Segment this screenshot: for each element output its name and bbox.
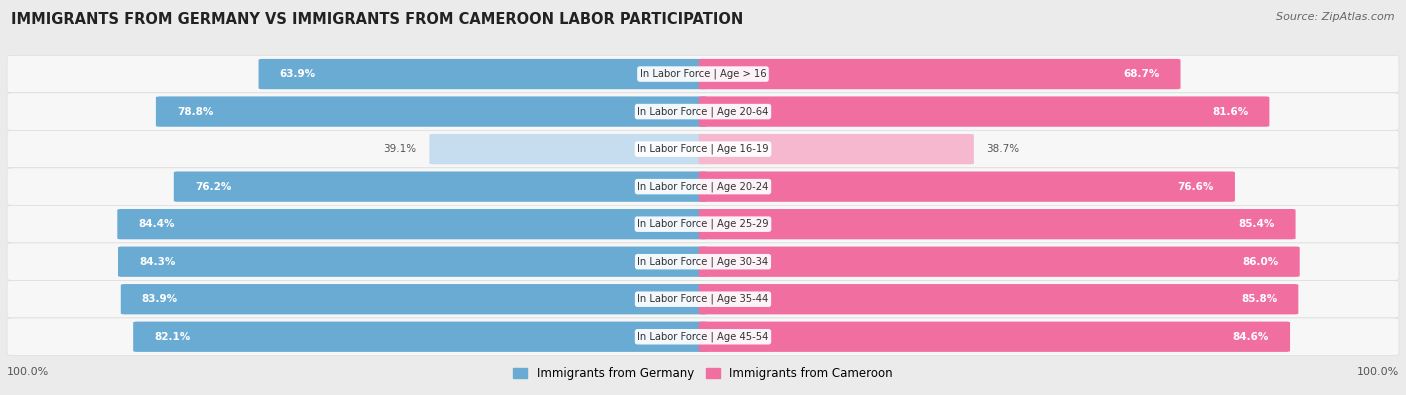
FancyBboxPatch shape — [699, 322, 1291, 352]
FancyBboxPatch shape — [699, 284, 1298, 314]
FancyBboxPatch shape — [699, 209, 1295, 239]
Text: 85.4%: 85.4% — [1239, 219, 1274, 229]
Text: 84.6%: 84.6% — [1233, 332, 1270, 342]
FancyBboxPatch shape — [7, 168, 1399, 205]
FancyBboxPatch shape — [259, 59, 707, 89]
Text: 63.9%: 63.9% — [280, 69, 316, 79]
Text: In Labor Force | Age 16-19: In Labor Force | Age 16-19 — [637, 144, 769, 154]
FancyBboxPatch shape — [118, 246, 707, 277]
FancyBboxPatch shape — [7, 130, 1399, 168]
Text: In Labor Force | Age > 16: In Labor Force | Age > 16 — [640, 69, 766, 79]
FancyBboxPatch shape — [7, 55, 1399, 93]
Text: 100.0%: 100.0% — [1357, 367, 1399, 377]
Text: 82.1%: 82.1% — [155, 332, 190, 342]
Text: 84.3%: 84.3% — [139, 257, 176, 267]
Text: In Labor Force | Age 25-29: In Labor Force | Age 25-29 — [637, 219, 769, 229]
Text: In Labor Force | Age 35-44: In Labor Force | Age 35-44 — [637, 294, 769, 305]
Text: In Labor Force | Age 45-54: In Labor Force | Age 45-54 — [637, 331, 769, 342]
Text: 38.7%: 38.7% — [987, 144, 1019, 154]
FancyBboxPatch shape — [156, 96, 707, 127]
Text: 84.4%: 84.4% — [138, 219, 174, 229]
Text: 78.8%: 78.8% — [177, 107, 214, 117]
Text: 86.0%: 86.0% — [1243, 257, 1278, 267]
FancyBboxPatch shape — [7, 318, 1399, 356]
Text: 68.7%: 68.7% — [1123, 69, 1160, 79]
FancyBboxPatch shape — [121, 284, 707, 314]
Text: 100.0%: 100.0% — [7, 367, 49, 377]
FancyBboxPatch shape — [699, 171, 1234, 202]
Text: 83.9%: 83.9% — [142, 294, 179, 304]
FancyBboxPatch shape — [699, 134, 974, 164]
FancyBboxPatch shape — [174, 171, 707, 202]
Text: In Labor Force | Age 20-64: In Labor Force | Age 20-64 — [637, 106, 769, 117]
FancyBboxPatch shape — [699, 96, 1270, 127]
Text: 81.6%: 81.6% — [1212, 107, 1249, 117]
FancyBboxPatch shape — [7, 205, 1399, 243]
FancyBboxPatch shape — [117, 209, 707, 239]
FancyBboxPatch shape — [7, 243, 1399, 280]
Text: IMMIGRANTS FROM GERMANY VS IMMIGRANTS FROM CAMEROON LABOR PARTICIPATION: IMMIGRANTS FROM GERMANY VS IMMIGRANTS FR… — [11, 12, 744, 27]
Text: In Labor Force | Age 20-24: In Labor Force | Age 20-24 — [637, 181, 769, 192]
FancyBboxPatch shape — [7, 280, 1399, 318]
Text: In Labor Force | Age 30-34: In Labor Force | Age 30-34 — [637, 256, 769, 267]
Text: 76.6%: 76.6% — [1177, 182, 1213, 192]
FancyBboxPatch shape — [699, 246, 1299, 277]
Text: 39.1%: 39.1% — [384, 144, 416, 154]
Legend: Immigrants from Germany, Immigrants from Cameroon: Immigrants from Germany, Immigrants from… — [509, 363, 897, 385]
FancyBboxPatch shape — [134, 322, 707, 352]
FancyBboxPatch shape — [7, 93, 1399, 130]
Text: Source: ZipAtlas.com: Source: ZipAtlas.com — [1277, 12, 1395, 22]
Text: 85.8%: 85.8% — [1241, 294, 1277, 304]
FancyBboxPatch shape — [429, 134, 707, 164]
Text: 76.2%: 76.2% — [195, 182, 231, 192]
FancyBboxPatch shape — [699, 59, 1181, 89]
